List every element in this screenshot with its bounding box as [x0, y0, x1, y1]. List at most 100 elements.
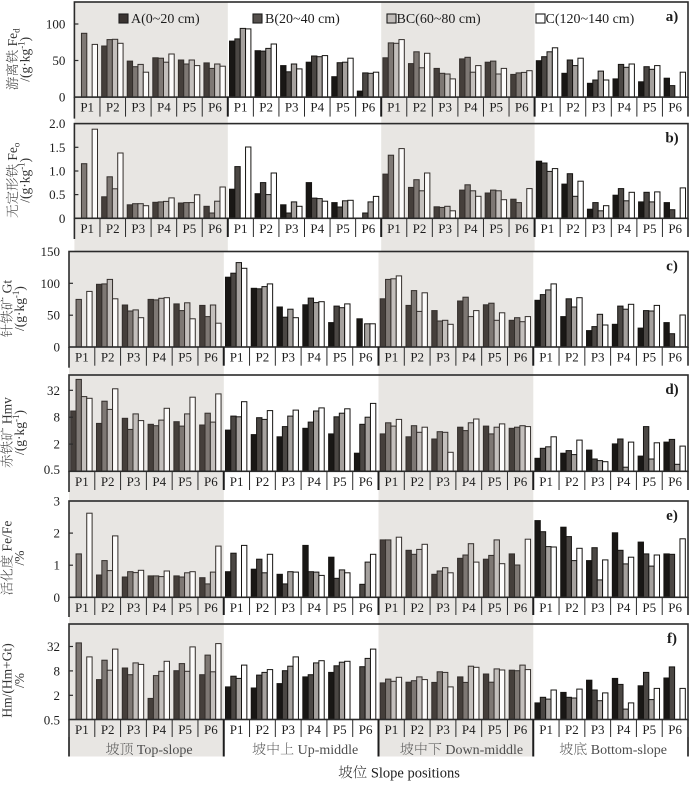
svg-text:P3: P3 [436, 722, 450, 737]
svg-text:P2: P2 [101, 350, 115, 365]
svg-text:P3: P3 [438, 221, 452, 236]
svg-text:P6: P6 [668, 600, 682, 615]
svg-text:0: 0 [59, 211, 66, 226]
svg-text:b): b) [665, 131, 678, 147]
svg-text:P4: P4 [307, 600, 321, 615]
svg-text:P5: P5 [333, 350, 347, 365]
svg-text:2: 2 [54, 526, 61, 541]
svg-text:P1: P1 [387, 100, 401, 115]
svg-text:P6: P6 [514, 722, 528, 737]
svg-text:P1: P1 [234, 100, 248, 115]
svg-text:P6: P6 [204, 474, 218, 489]
svg-text:/(g·kg: /(g·kg [12, 422, 27, 455]
svg-text:P1: P1 [539, 350, 553, 365]
svg-text:P3: P3 [127, 600, 141, 615]
svg-text:a): a) [666, 9, 679, 25]
svg-text:o: o [12, 142, 22, 147]
svg-text:P4: P4 [157, 221, 171, 236]
svg-text:P4: P4 [617, 221, 631, 236]
svg-text:P1: P1 [80, 221, 94, 236]
svg-text:P2: P2 [410, 600, 424, 615]
svg-text:P3: P3 [281, 722, 295, 737]
svg-text:2.0: 2.0 [49, 116, 65, 131]
svg-text:P3: P3 [281, 474, 295, 489]
svg-text:P2: P2 [259, 221, 273, 236]
svg-text:P3: P3 [285, 100, 299, 115]
svg-text:P1: P1 [385, 350, 399, 365]
svg-text:32: 32 [47, 383, 60, 398]
svg-text:Hm/(Hm+Gt): Hm/(Hm+Gt) [0, 643, 15, 717]
svg-text:P6: P6 [515, 100, 529, 115]
svg-text:P2: P2 [256, 350, 270, 365]
svg-text:P1: P1 [539, 600, 553, 615]
svg-text:P5: P5 [643, 100, 657, 115]
svg-text:3: 3 [54, 494, 61, 509]
svg-text:P5: P5 [642, 350, 656, 365]
svg-text:P4: P4 [462, 350, 476, 365]
svg-text:Fe/Fe: Fe/Fe [0, 521, 15, 555]
svg-text:P3: P3 [438, 100, 452, 115]
svg-text:P3: P3 [127, 350, 141, 365]
svg-text:P2: P2 [256, 474, 270, 489]
svg-text:): ) [12, 410, 27, 415]
svg-text:P3: P3 [436, 600, 450, 615]
svg-text:P5: P5 [642, 722, 656, 737]
svg-text:P5: P5 [488, 474, 502, 489]
svg-text:P1: P1 [541, 100, 555, 115]
svg-text:P5: P5 [178, 474, 192, 489]
svg-text:e): e) [666, 508, 678, 524]
svg-text:P5: P5 [178, 350, 192, 365]
svg-text:P1: P1 [75, 474, 89, 489]
svg-text:P2: P2 [565, 350, 579, 365]
svg-text:P6: P6 [668, 474, 682, 489]
svg-text:P5: P5 [178, 600, 192, 615]
svg-text:P1: P1 [385, 600, 399, 615]
svg-text:P2: P2 [410, 722, 424, 737]
svg-text:P3: P3 [436, 474, 450, 489]
svg-text:P6: P6 [204, 600, 218, 615]
svg-text:P3: P3 [281, 600, 295, 615]
svg-text:P3: P3 [127, 474, 141, 489]
svg-text:P1: P1 [539, 722, 553, 737]
svg-text:P2: P2 [101, 600, 115, 615]
svg-text:P6: P6 [359, 474, 373, 489]
svg-text:P3: P3 [591, 600, 605, 615]
svg-text:/(g·kg: /(g·kg [18, 170, 33, 203]
svg-text:50: 50 [52, 53, 65, 68]
svg-text:P2: P2 [256, 722, 270, 737]
svg-text:P4: P4 [310, 100, 324, 115]
svg-text:P5: P5 [488, 600, 502, 615]
svg-text:d): d) [665, 382, 678, 398]
svg-text:-1: -1 [17, 162, 27, 169]
svg-text:Top-slope: Top-slope [134, 743, 193, 758]
svg-text:P2: P2 [410, 350, 424, 365]
svg-text:P4: P4 [464, 100, 478, 115]
svg-text:P6: P6 [668, 221, 682, 236]
svg-text:P3: P3 [591, 474, 605, 489]
svg-text:P6: P6 [359, 350, 373, 365]
svg-text:P6: P6 [362, 221, 376, 236]
svg-text:0: 0 [59, 90, 66, 105]
svg-text:P2: P2 [259, 100, 273, 115]
svg-text:P2: P2 [566, 221, 580, 236]
svg-text:P5: P5 [333, 600, 347, 615]
svg-text:P3: P3 [592, 100, 606, 115]
svg-text:P6: P6 [208, 100, 222, 115]
svg-text:P3: P3 [436, 350, 450, 365]
svg-text:B(20~40 cm): B(20~40 cm) [265, 12, 340, 27]
svg-text:C(120~140 cm): C(120~140 cm) [546, 12, 635, 27]
svg-text:1.5: 1.5 [49, 140, 65, 155]
svg-text:0.5: 0.5 [44, 462, 60, 477]
svg-text:0: 0 [54, 340, 61, 355]
svg-text:P1: P1 [541, 221, 555, 236]
svg-text:P2: P2 [101, 722, 115, 737]
svg-text:P1: P1 [539, 474, 553, 489]
svg-text:P3: P3 [591, 350, 605, 365]
svg-text:Down-middle: Down-middle [442, 743, 523, 758]
svg-text:P4: P4 [307, 722, 321, 737]
svg-text:P5: P5 [336, 221, 350, 236]
svg-text:P1: P1 [385, 722, 399, 737]
svg-text:P6: P6 [204, 350, 218, 365]
svg-text:): ) [18, 158, 33, 163]
svg-text:P3: P3 [281, 350, 295, 365]
